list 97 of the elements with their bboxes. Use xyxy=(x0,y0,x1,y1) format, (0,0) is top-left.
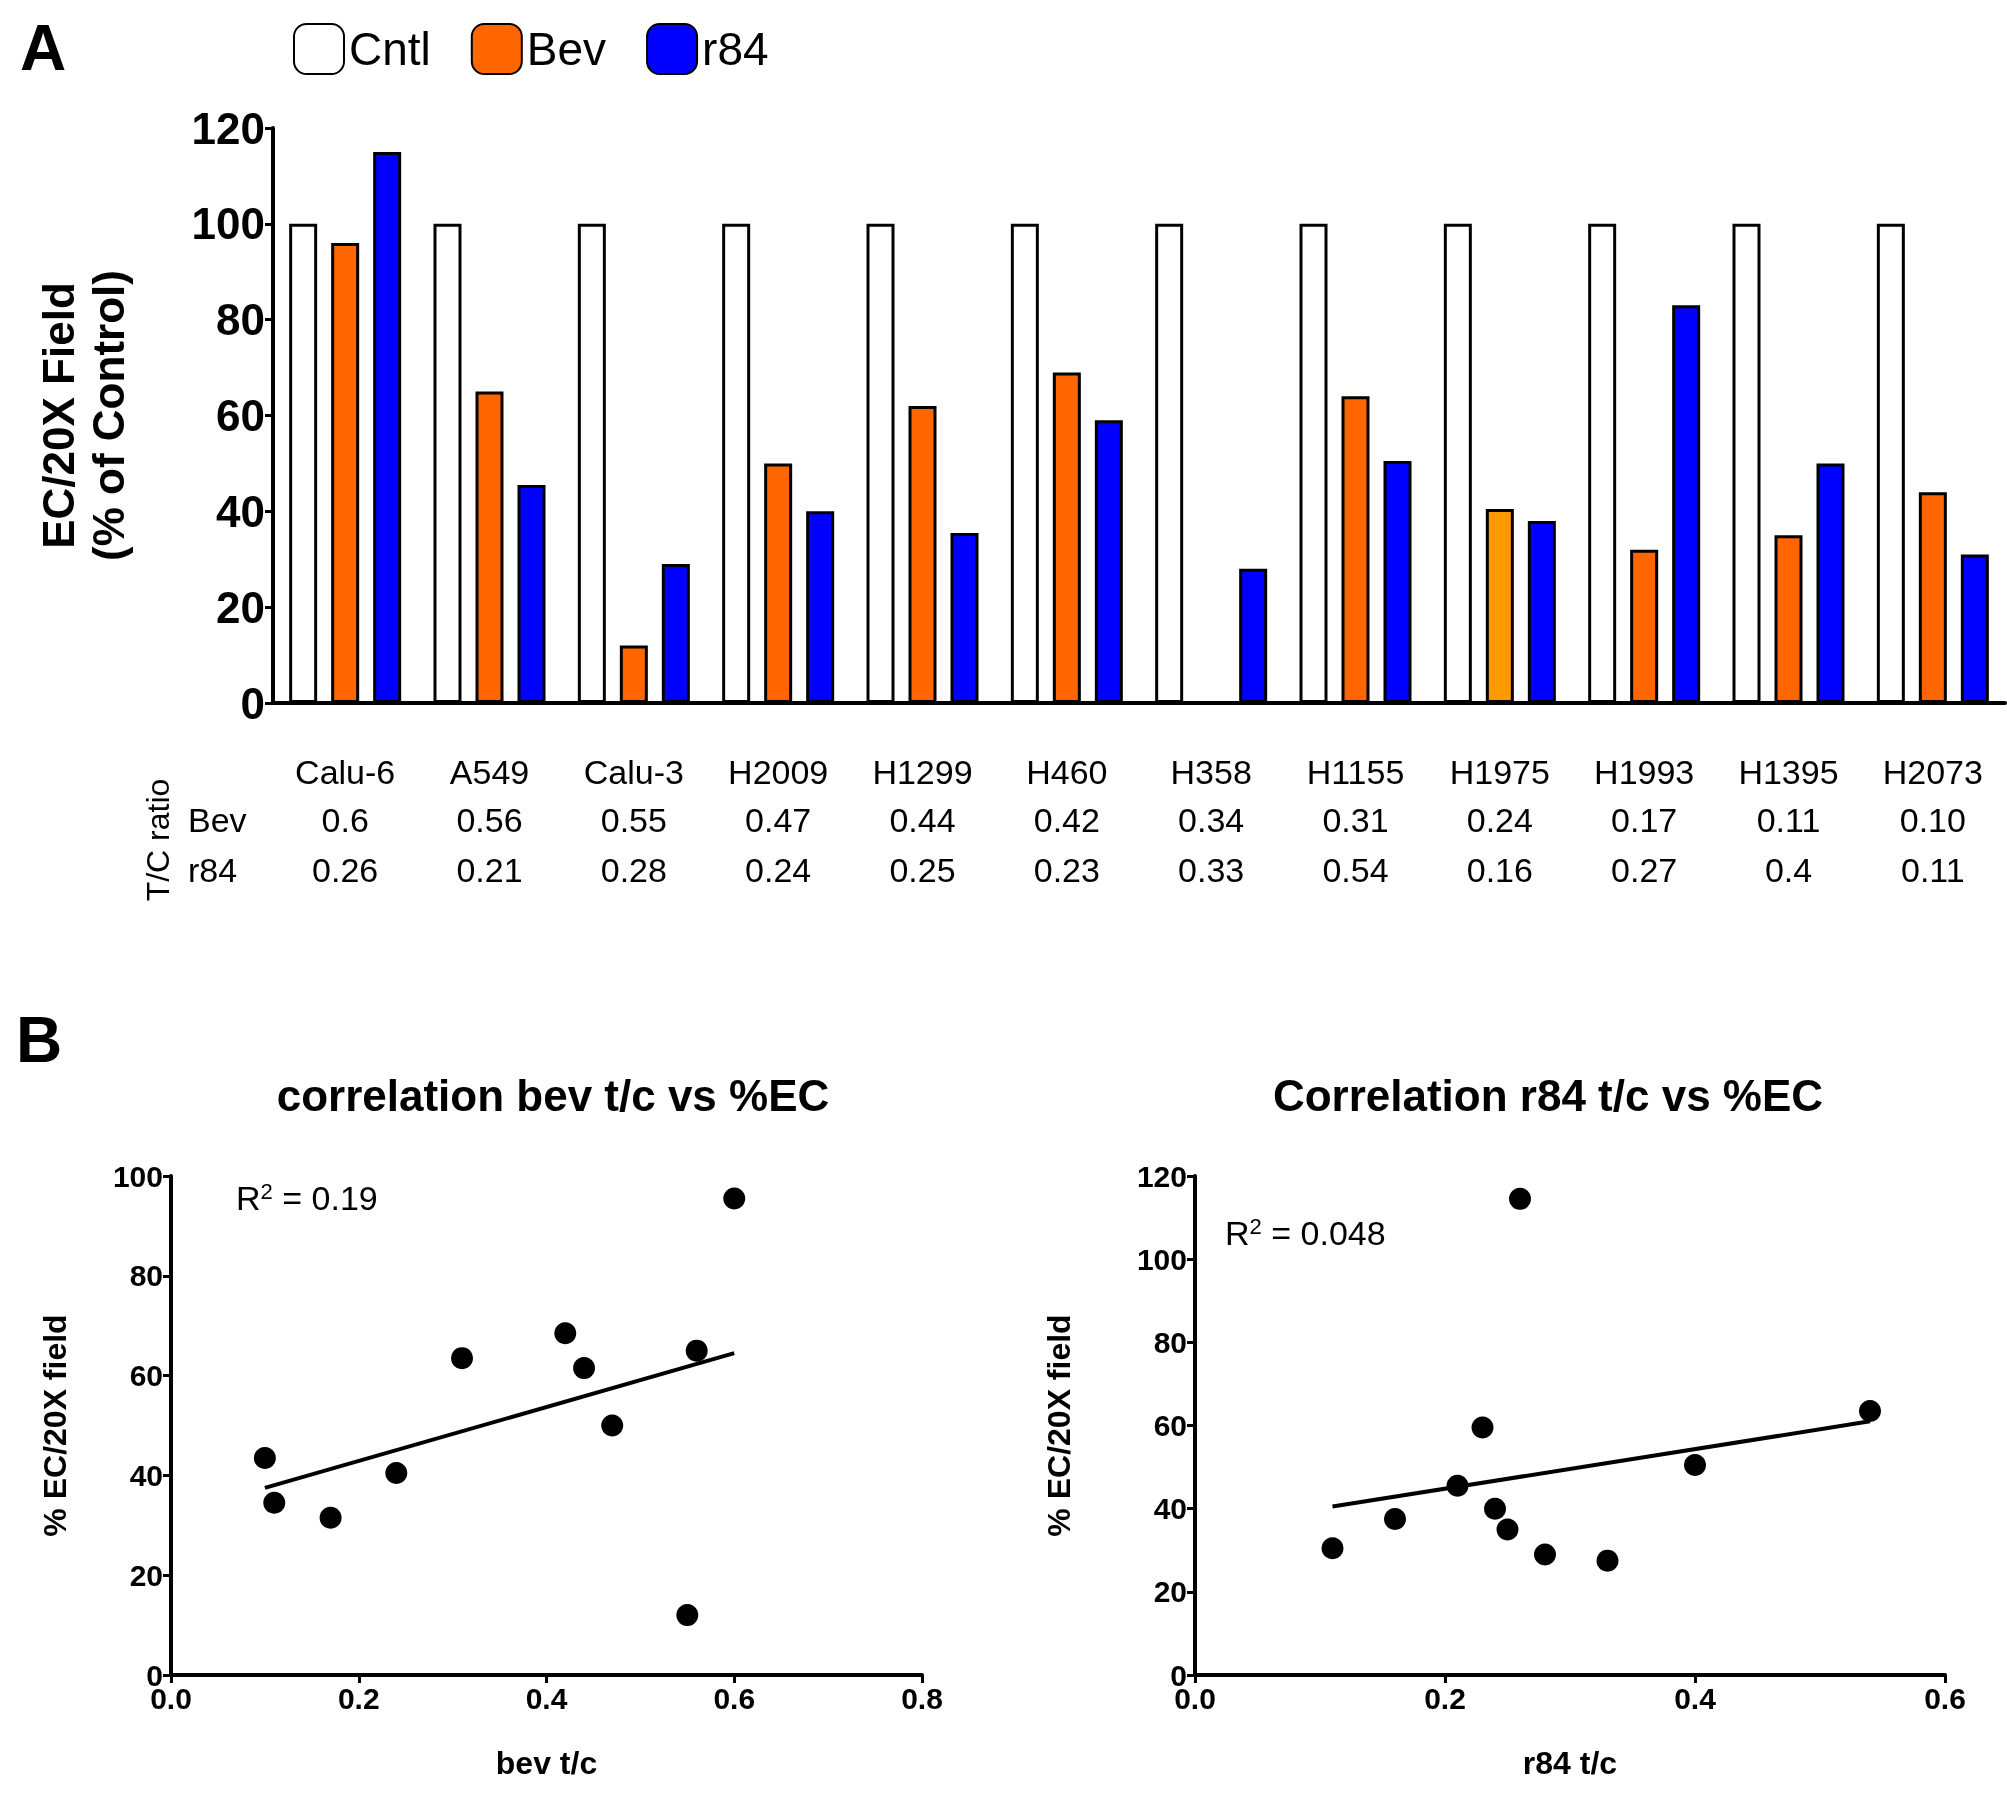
y-tick-label: 100 xyxy=(112,1159,163,1193)
point xyxy=(554,1322,577,1345)
x-tick-label: H460 xyxy=(1026,753,1108,791)
text: 0.25 xyxy=(889,851,956,889)
text: 0.10 xyxy=(1899,801,1966,839)
x-tick-label: A549 xyxy=(449,753,530,791)
text: 0.4 xyxy=(1764,851,1813,889)
y-tick-label: 0 xyxy=(240,678,265,728)
text: 0.28 xyxy=(600,851,667,889)
y-tick-label: 80 xyxy=(1153,1325,1187,1359)
text: 0.34 xyxy=(1178,801,1245,839)
point xyxy=(676,1604,699,1627)
x-tick-label: H1993 xyxy=(1594,753,1695,791)
text: 0.54 xyxy=(1322,851,1389,889)
text: 0.24 xyxy=(745,851,812,889)
text: 0.31 xyxy=(1322,801,1389,839)
text: 0.17 xyxy=(1611,801,1678,839)
point xyxy=(1509,1187,1531,1210)
y-tick-label: 40 xyxy=(129,1458,163,1492)
y-axis-title: % EC/20X field xyxy=(37,1314,73,1537)
point xyxy=(1484,1497,1506,1520)
y-tick-label: 80 xyxy=(216,295,265,345)
point xyxy=(319,1506,342,1529)
y-tick-label: 20 xyxy=(129,1558,163,1592)
point xyxy=(253,1446,276,1469)
y-tick-label: 20 xyxy=(1153,1575,1187,1609)
x-tick-label: Calu-3 xyxy=(583,753,684,791)
text: B xyxy=(16,1004,63,1076)
x-tick-label: 0.2 xyxy=(337,1681,380,1715)
chart-title: correlation bev t/c vs %EC xyxy=(276,1070,830,1120)
y-tick-label: 120 xyxy=(1136,1159,1187,1193)
y-axis-title: EC/20X Field (% of Control) xyxy=(33,270,133,561)
point xyxy=(451,1347,474,1370)
y-tick-label: 60 xyxy=(216,391,265,440)
x-axis-title: r84 t/c xyxy=(1522,1745,1618,1781)
y-tick-label: 100 xyxy=(191,199,265,249)
text: 0.11 xyxy=(1901,851,1965,889)
text: 0.24 xyxy=(1466,801,1533,839)
point xyxy=(1859,1399,1881,1422)
y-tick-label: 40 xyxy=(216,486,265,536)
y-tick-label: 120 xyxy=(191,103,265,153)
x-tick-label: 0.8 xyxy=(901,1681,943,1715)
text: 0.11 xyxy=(1756,801,1821,839)
point xyxy=(1684,1454,1706,1476)
x-tick-label: 0.6 xyxy=(1924,1681,1966,1715)
y-tick-label: 60 xyxy=(129,1359,163,1393)
x-tick-label: H358 xyxy=(1170,753,1252,791)
text: T/C ratio xyxy=(140,778,176,902)
point xyxy=(1321,1537,1344,1560)
x-tick-label: H1299 xyxy=(872,753,973,791)
x-tick-label: H2073 xyxy=(1882,753,1983,791)
text: Bev xyxy=(188,801,247,839)
y-tick-label: 20 xyxy=(216,582,265,632)
chart-title: Correlation r84 t/c vs %EC xyxy=(1272,1070,1824,1120)
x-axis-title: bev t/c xyxy=(495,1745,598,1781)
point xyxy=(1596,1549,1619,1572)
legend-label: Bev xyxy=(526,23,607,75)
y-axis-title: % EC/20X field xyxy=(1041,1314,1077,1537)
point xyxy=(685,1339,708,1362)
text: 0.55 xyxy=(600,801,667,839)
legend-label: Cntl xyxy=(349,23,431,75)
y-tick-label: 80 xyxy=(129,1259,163,1293)
x-tick-label: H1155 xyxy=(1306,753,1405,791)
text: 0.16 xyxy=(1466,851,1533,889)
x-tick-label: H2009 xyxy=(728,753,829,791)
point xyxy=(1496,1518,1519,1541)
legend-label: r84 xyxy=(702,23,769,75)
text: 0.27 xyxy=(1611,851,1678,889)
point xyxy=(573,1357,596,1380)
point xyxy=(1384,1508,1406,1531)
point xyxy=(263,1491,286,1514)
text: 0.56 xyxy=(456,801,523,839)
x-tick-label: H1975 xyxy=(1449,753,1550,791)
point xyxy=(1534,1543,1556,1566)
y-tick-label: 60 xyxy=(1153,1409,1187,1442)
text: 0.44 xyxy=(889,801,956,839)
x-tick-label: Calu-6 xyxy=(295,753,396,791)
text: 0.42 xyxy=(1033,801,1100,839)
text: 0.26 xyxy=(312,851,379,889)
text: 0.23 xyxy=(1033,851,1100,889)
point xyxy=(1471,1416,1494,1439)
point xyxy=(723,1187,746,1210)
point xyxy=(601,1414,624,1437)
text: 0.21 xyxy=(456,851,523,889)
y-tick-label: 40 xyxy=(1153,1492,1187,1526)
text: 0.6 xyxy=(321,801,369,839)
x-tick-label: 0.4 xyxy=(525,1681,568,1715)
x-tick-label: 0.2 xyxy=(1424,1681,1466,1715)
text: 0.33 xyxy=(1178,851,1245,889)
point xyxy=(385,1461,408,1484)
text: r84 xyxy=(188,851,238,889)
text: 0.47 xyxy=(745,801,812,839)
x-tick-label: 0.4 xyxy=(1674,1681,1717,1715)
text: A xyxy=(20,12,67,84)
y-tick-label: 100 xyxy=(1136,1242,1187,1276)
x-tick-label: H1395 xyxy=(1738,753,1839,791)
x-tick-label: 0.6 xyxy=(713,1681,756,1715)
